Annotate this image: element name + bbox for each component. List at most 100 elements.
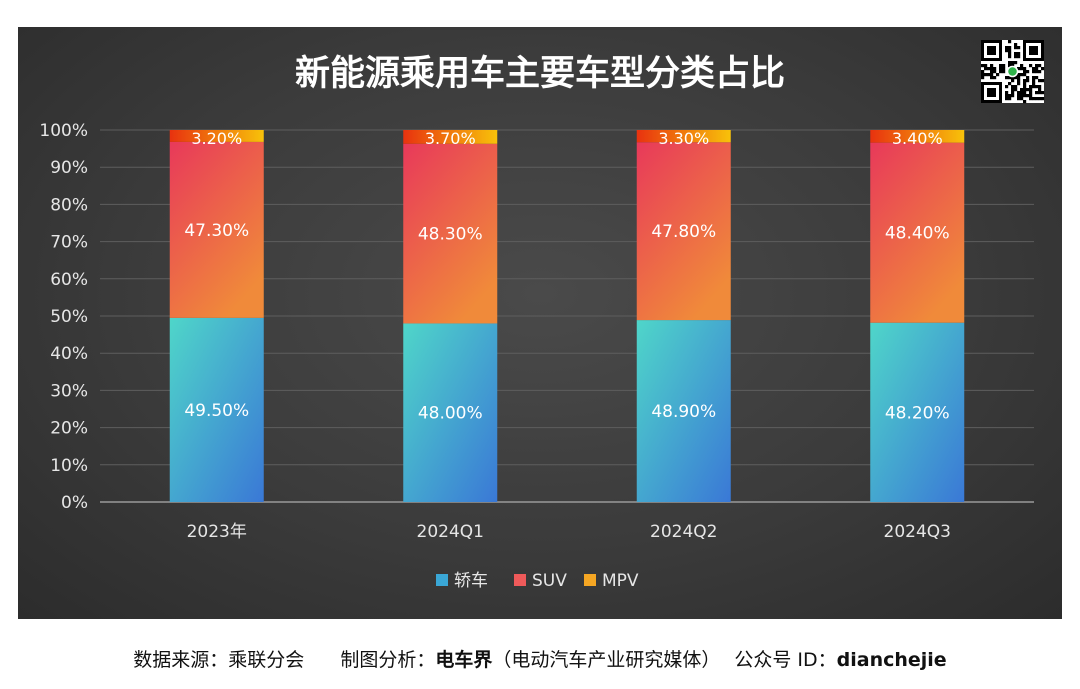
data-label: 3.20%: [191, 129, 242, 148]
legend-swatch: [584, 574, 596, 586]
qr-module: [1020, 97, 1024, 101]
qr-module: [1011, 79, 1015, 83]
data-label: 48.40%: [885, 224, 950, 244]
qr-module: [1008, 76, 1012, 80]
qr-module: [1011, 76, 1015, 80]
analysis-value: 电车界: [435, 649, 493, 671]
qr-module: [1017, 91, 1021, 95]
bar-segment-suv: [169, 141, 264, 318]
qr-module: [1017, 67, 1021, 71]
bar-segment-mpv: [870, 130, 965, 143]
legend-label: SUV: [532, 571, 567, 591]
qr-module: [1035, 64, 1039, 68]
qr-module: [1020, 94, 1024, 98]
qr-module: [1023, 73, 1027, 77]
qr-module: [1008, 64, 1012, 68]
legend-label: 轿车: [454, 571, 488, 591]
account-value: dianchejie: [836, 649, 947, 671]
bar-segment-suv: [870, 142, 965, 323]
y-tick-label: 0%: [61, 493, 88, 513]
data-label: 48.30%: [418, 225, 483, 245]
qr-module: [1005, 85, 1009, 89]
y-tick-label: 100%: [39, 121, 88, 141]
bar-segment-suv: [403, 143, 498, 324]
qr-module: [1026, 79, 1030, 83]
qr-module: [1038, 79, 1042, 83]
qr-module: [987, 73, 991, 77]
qr-module: [1038, 85, 1042, 89]
bar-segment-mpv: [169, 130, 264, 142]
qr-module: [1008, 82, 1012, 86]
qr-module: [1017, 94, 1021, 98]
analysis-label: 制图分析：: [340, 649, 436, 671]
stacked-bar-chart: 新能源乘用车主要车型分类占比 0% 10% 20% 30% 40% 50% 60% 70% 80…: [39, 40, 1045, 591]
bar-segment-sedan: [636, 320, 731, 502]
data-label: 3.70%: [425, 129, 476, 148]
qr-module: [1011, 88, 1015, 92]
qr-module: [1035, 70, 1039, 74]
chart-title: 新能源乘用车主要车型分类占比: [295, 53, 785, 94]
qr-module: [1026, 94, 1030, 98]
qr-module: [1032, 67, 1036, 71]
qr-module: [981, 73, 985, 77]
qr-module: [1023, 82, 1027, 86]
qr-module: [1026, 88, 1030, 92]
qr-module: [1023, 91, 1027, 95]
qr-module: [1017, 76, 1021, 80]
analysis-note: （电动汽车产业研究媒体）: [492, 649, 721, 671]
qr-module: [1041, 67, 1045, 71]
y-tick-label: 30%: [50, 381, 88, 401]
qr-module: [1038, 70, 1042, 74]
qr-module: [1014, 88, 1018, 92]
qr-module: [1038, 88, 1042, 92]
qr-module: [993, 70, 997, 74]
qr-module: [1035, 67, 1039, 71]
data-label: 3.40%: [892, 129, 943, 148]
qr-module: [981, 64, 985, 68]
qr-module: [1005, 46, 1009, 50]
x-tick-label: 2024Q3: [884, 522, 951, 542]
qr-module: [1026, 70, 1030, 74]
qr-module: [1020, 88, 1024, 92]
qr-module: [1035, 76, 1039, 80]
qr-module: [1005, 91, 1009, 95]
data-label: 3.30%: [658, 129, 709, 148]
qr-module: [990, 67, 994, 71]
qr-finder: [987, 88, 996, 97]
y-tick-label: 10%: [50, 456, 88, 476]
qr-module: [1017, 73, 1021, 77]
qr-module: [990, 70, 994, 74]
qr-module: [1020, 64, 1024, 68]
qr-module: [1002, 70, 1006, 74]
qr-module: [984, 73, 988, 77]
x-tick-label: 2024Q2: [650, 522, 717, 542]
qr-module: [1023, 85, 1027, 89]
qr-module: [1005, 94, 1009, 98]
qr-module: [1023, 100, 1027, 104]
qr-module: [1008, 49, 1012, 53]
qr-module: [1017, 55, 1021, 59]
legend-swatch: [514, 574, 526, 586]
qr-module: [1038, 91, 1042, 95]
qr-module: [1008, 52, 1012, 56]
qr-module: [1032, 79, 1036, 83]
y-tick-label: 90%: [50, 158, 88, 178]
qr-module: [1023, 94, 1027, 98]
legend-swatch: [436, 574, 448, 586]
y-tick-label: 60%: [50, 270, 88, 290]
qr-module: [1002, 64, 1006, 68]
source-label: 数据来源：: [133, 649, 229, 671]
qr-module: [1041, 79, 1045, 83]
qr-module: [990, 73, 994, 77]
qr-module: [984, 67, 988, 71]
qr-module: [1029, 94, 1033, 98]
qr-module: [1002, 67, 1006, 71]
bar-segment-sedan: [403, 323, 498, 502]
qr-module: [1014, 43, 1018, 47]
bar-segment-mpv: [403, 130, 498, 144]
qr-module: [1008, 61, 1012, 65]
data-label: 49.50%: [184, 401, 249, 421]
qr-module: [990, 76, 994, 80]
qr-module: [1017, 52, 1021, 56]
qr-module: [1008, 40, 1012, 44]
